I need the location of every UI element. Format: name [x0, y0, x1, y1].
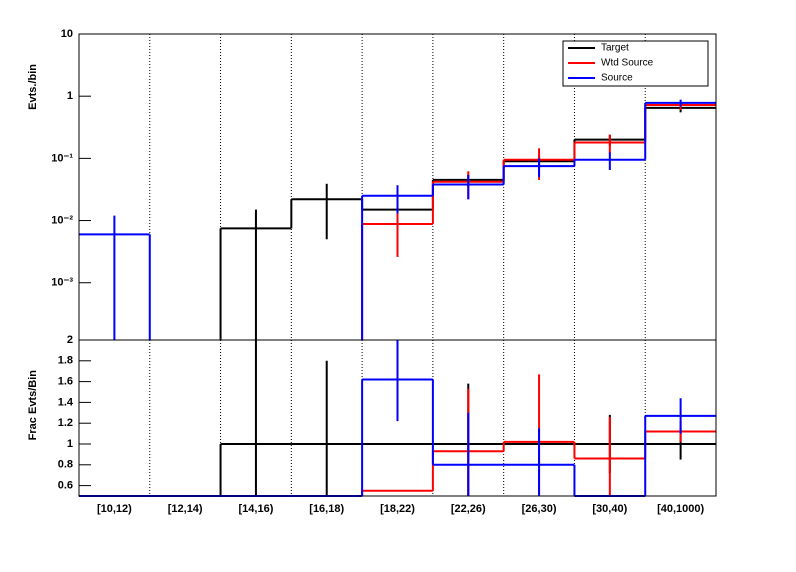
- y-tick-label: 0.8: [58, 459, 73, 471]
- y-tick-label: 10: [61, 28, 73, 40]
- x-tick-label: [22,26): [451, 503, 486, 515]
- x-tick-label: [16,18): [309, 503, 344, 515]
- legend-label: Wtd Source: [601, 58, 654, 69]
- x-tick-label: [12,14): [168, 503, 203, 515]
- y-tick-label: 1.2: [58, 417, 73, 429]
- x-tick-label: [10,12): [97, 503, 132, 515]
- y-axis-label: Evts./bin: [27, 64, 39, 110]
- ratio-frame: [78, 339, 717, 497]
- y-tick-label: 1: [67, 438, 73, 450]
- y-tick-label: 10⁻¹: [51, 152, 73, 164]
- x-tick-label: [40,1000): [657, 503, 704, 515]
- legend: Target Wtd Source Source: [562, 40, 709, 87]
- y-tick-label: 0.6: [58, 480, 73, 492]
- x-tick-label: [26,30): [522, 503, 557, 515]
- x-tick-label: [18,22): [380, 503, 415, 515]
- y-tick-label: 2: [67, 334, 73, 346]
- y-tick-label: 1.6: [58, 376, 73, 388]
- legend-label: Target: [601, 43, 629, 54]
- y-tick-label: 1: [67, 90, 73, 102]
- y-tick-label: 10⁻²: [51, 214, 73, 226]
- y-tick-label: 1.8: [58, 355, 73, 367]
- x-tick-label: [30,40): [592, 503, 627, 515]
- y-axis-label: Frac Evts/Bin: [27, 370, 39, 441]
- y-tick-label: 10⁻³: [51, 277, 73, 289]
- x-tick-label: [14,16): [239, 503, 274, 515]
- legend-label: Source: [601, 73, 633, 84]
- y-tick-label: 1.4: [58, 396, 74, 408]
